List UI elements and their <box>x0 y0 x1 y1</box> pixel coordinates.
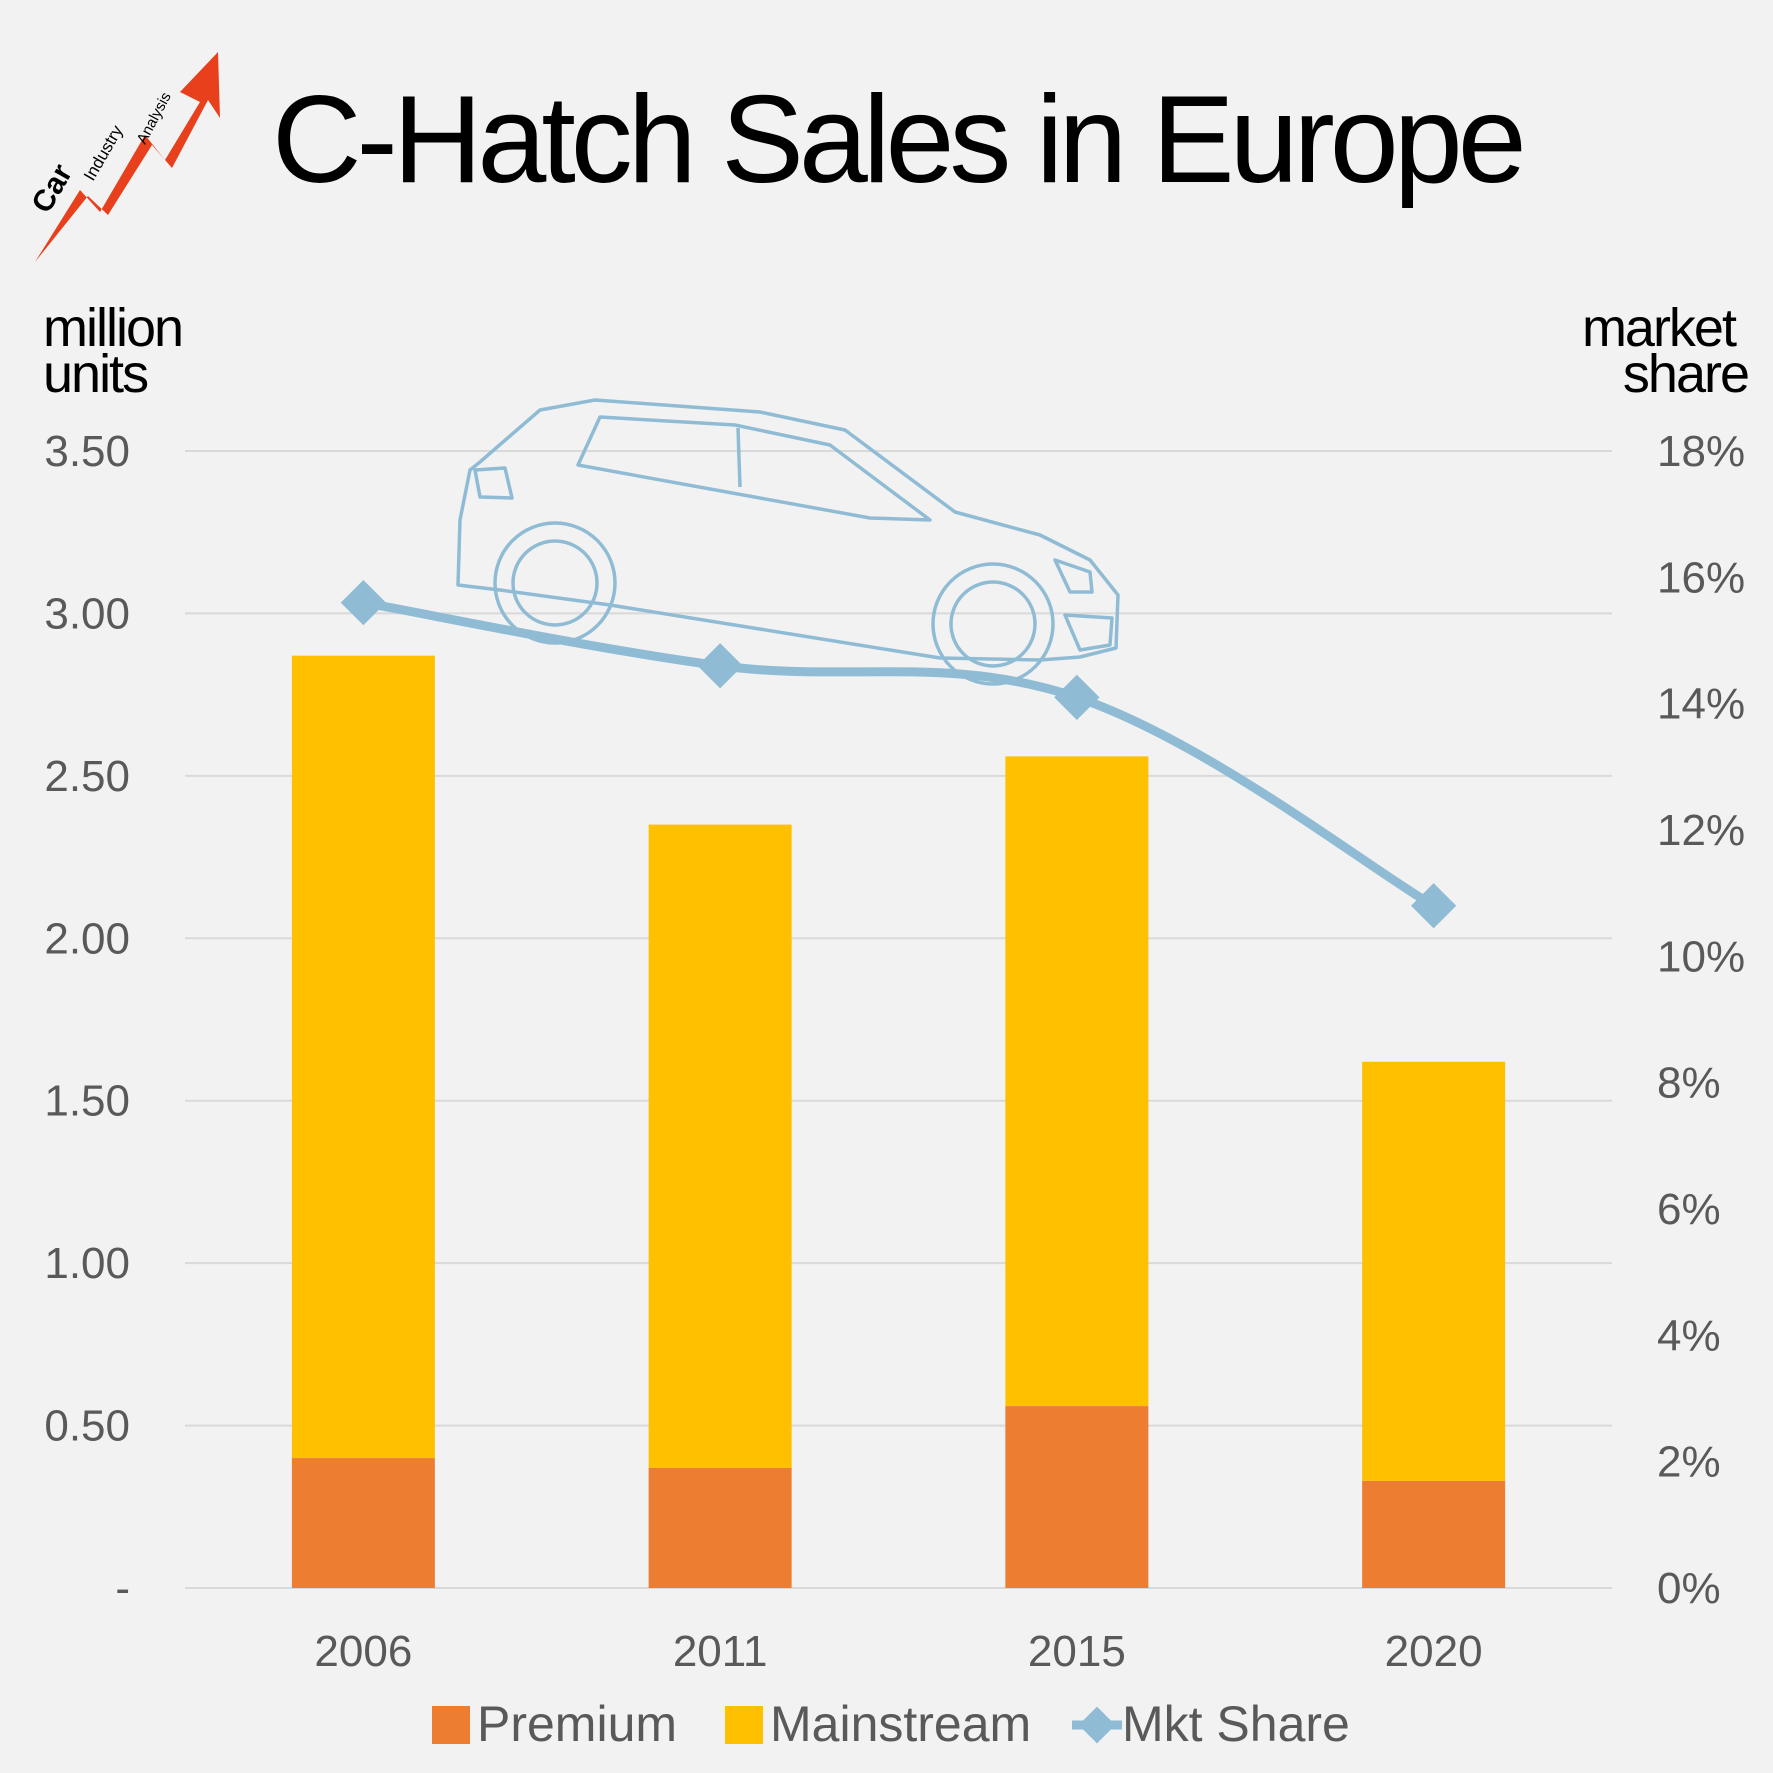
left-axis-tick-label: 3.00 <box>44 589 130 638</box>
left-axis-tick-label: 0.50 <box>44 1402 130 1451</box>
logo-word-industry: Industry <box>80 122 127 184</box>
legend: Premium Mainstream Mkt Share <box>432 1696 1350 1752</box>
left-axis-tick-label: 3.50 <box>44 427 130 476</box>
right-axis-tick-label: 4% <box>1657 1311 1721 1360</box>
legend-label-mainstream: Mainstream <box>770 1696 1031 1752</box>
mkt-share-marker <box>1410 883 1457 929</box>
legend-label-premium: Premium <box>477 1696 677 1752</box>
mkt-share-marker <box>1054 674 1100 720</box>
bars <box>291 655 1506 1588</box>
left-axis-title-line-1: million <box>43 298 182 358</box>
right-axis-tick-label: 16% <box>1657 553 1745 602</box>
legend-swatch-premium <box>432 1706 470 1744</box>
left-axis-tick-label: 2.50 <box>44 752 130 801</box>
right-axis-title: market share <box>1582 298 1748 404</box>
legend-swatch-mainstream <box>725 1706 763 1744</box>
right-axis-tick-label: 18% <box>1657 427 1745 476</box>
right-axis-title-line-2: share <box>1623 344 1748 404</box>
bar-premium <box>1362 1480 1506 1588</box>
right-axis-tick-label: 8% <box>1657 1059 1721 1108</box>
bar-mainstream <box>1005 756 1149 1407</box>
bar-premium <box>291 1458 435 1588</box>
left-axis-tick-label: 1.00 <box>44 1239 130 1288</box>
logo: Car Industry Analysis <box>25 52 220 262</box>
mkt-share-line-path <box>362 598 1436 910</box>
right-axis-tick-label: 14% <box>1657 680 1745 729</box>
bar-mainstream <box>291 655 435 1459</box>
mkt-share-marker <box>340 579 387 626</box>
mkt-share-line <box>340 579 1457 929</box>
bar-mainstream <box>648 824 792 1468</box>
x-axis-tick-label: 2011 <box>673 1627 768 1676</box>
bar-premium <box>1005 1406 1149 1588</box>
x-axis-tick-label: 2015 <box>1028 1627 1126 1676</box>
bar-premium <box>648 1467 792 1588</box>
axis-ticks: - 0.50 1.00 1.50 2.00 2.50 3.00 3.50 0% 2% 4% 6% 8% 1… <box>44 427 1745 1676</box>
left-axis-title: million units <box>43 298 195 404</box>
x-axis-tick-label: 2020 <box>1385 1627 1483 1676</box>
left-axis-tick-label: 1.50 <box>44 1077 130 1126</box>
car-icon <box>456 398 1120 686</box>
bar-mainstream <box>1362 1061 1506 1481</box>
chart-title: C-Hatch Sales in Europe <box>272 71 1522 209</box>
x-axis-tick-label: 2006 <box>314 1627 412 1676</box>
mkt-share-marker <box>697 643 743 689</box>
logo-word-analysis: Analysis <box>134 90 175 147</box>
legend-label-mkt-share: Mkt Share <box>1122 1696 1350 1752</box>
right-axis-title-line-1: market <box>1582 298 1737 358</box>
right-axis-tick-label: 6% <box>1657 1185 1721 1234</box>
left-axis-tick-label: 2.00 <box>44 914 130 963</box>
right-axis-tick-label: 0% <box>1657 1564 1721 1613</box>
right-axis-tick-label: 2% <box>1657 1438 1721 1487</box>
right-axis-tick-label: 12% <box>1657 806 1745 855</box>
right-axis-tick-label: 10% <box>1657 932 1745 981</box>
left-axis-title-line-2: units <box>43 344 148 404</box>
left-axis-tick-label: - <box>115 1564 130 1613</box>
logo-arrow-icon <box>35 52 220 262</box>
legend-swatch-mkt-share-marker <box>1078 1706 1116 1744</box>
